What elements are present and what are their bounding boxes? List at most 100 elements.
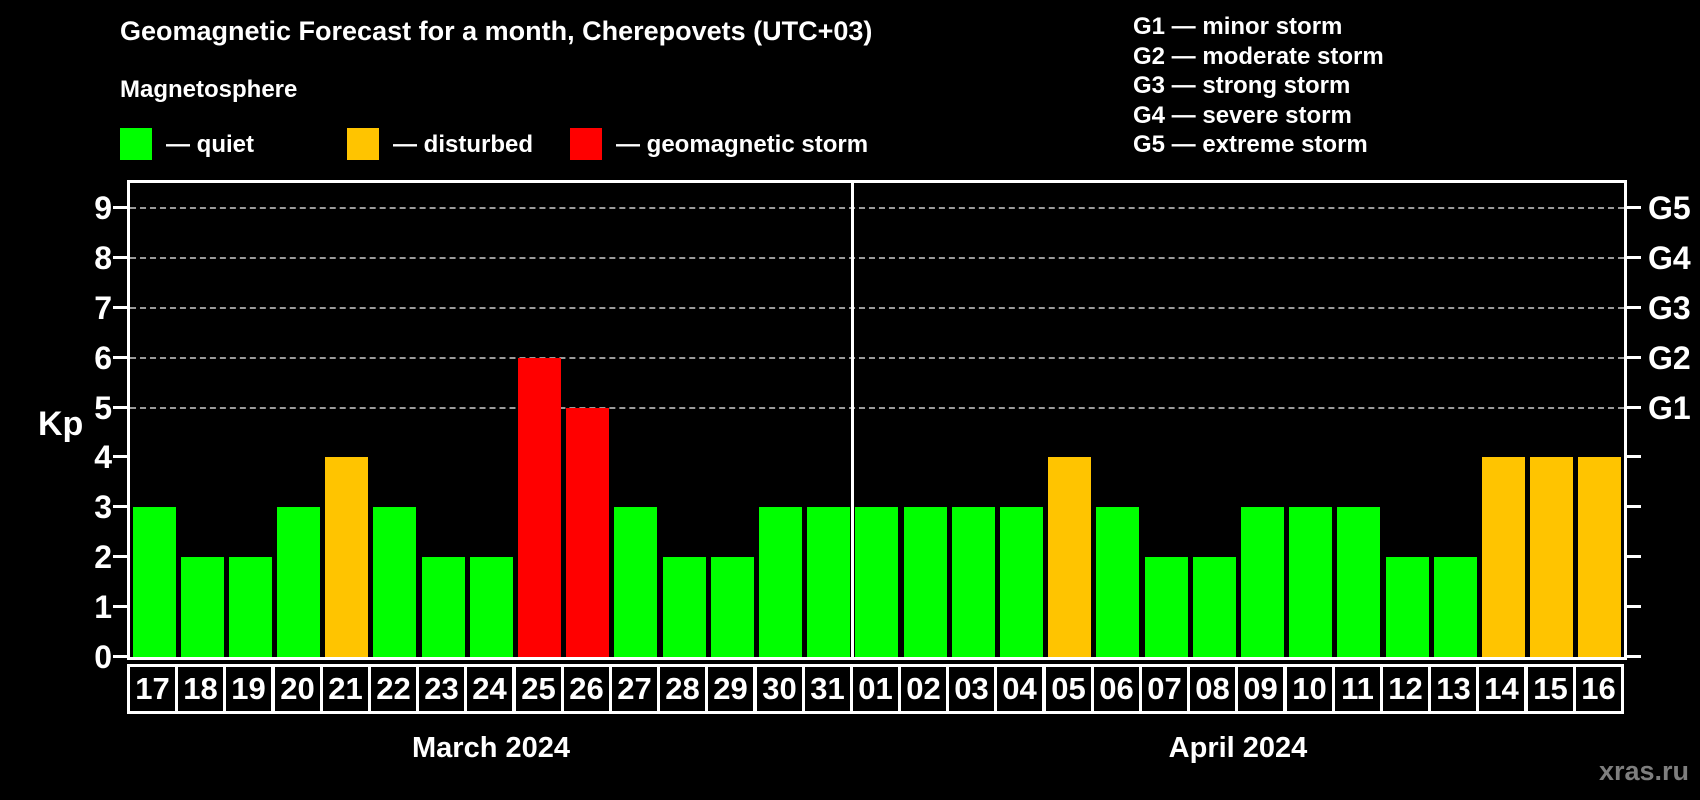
day-label: 23	[416, 664, 467, 714]
g-scale-legend-item: G4 — severe storm	[1133, 101, 1352, 129]
y-tick-label: 9	[94, 190, 112, 226]
y-axis-tick	[113, 555, 127, 558]
day-label: 16	[1573, 664, 1624, 714]
kp-bar	[1386, 557, 1429, 657]
right-axis-tick	[1627, 655, 1641, 658]
kp-bar	[1530, 457, 1573, 657]
kp-bar	[1096, 507, 1139, 657]
kp-bar	[952, 507, 995, 657]
kp-bar	[1000, 507, 1043, 657]
y-axis-tick	[113, 455, 127, 458]
gridline-kp9	[130, 207, 1624, 209]
day-label: 03	[946, 664, 997, 714]
g-scale-legend: G1 — minor storm G2 — moderate storm G3 …	[1133, 12, 1384, 160]
day-label: 07	[1139, 664, 1190, 714]
watermark: xras.ru	[1598, 756, 1689, 786]
plot-area	[127, 180, 1627, 660]
y-axis-tick	[113, 206, 127, 209]
y-tick-label: 2	[94, 539, 112, 575]
kp-bar	[133, 507, 176, 657]
right-axis-tick	[1627, 206, 1641, 209]
quiet-legend-label: — quiet	[166, 131, 254, 158]
right-axis-tick	[1627, 555, 1641, 558]
day-label: 20	[272, 664, 323, 714]
kp-bar	[663, 557, 706, 657]
kp-bar	[229, 557, 272, 657]
y-tick-label: 7	[94, 290, 112, 326]
g-scale-legend-item: G3 — strong storm	[1133, 72, 1351, 99]
y-axis-tick	[113, 356, 127, 359]
y-axis-title: Kp	[38, 405, 84, 443]
y-axis-tick	[113, 655, 127, 658]
day-label: 26	[561, 664, 612, 714]
storm-legend-label: — geomagnetic storm	[616, 131, 869, 158]
day-label: 17	[127, 664, 178, 714]
y-tick-label: 3	[94, 489, 112, 525]
gridline-kp8	[130, 257, 1624, 259]
y-tick-label: 6	[94, 340, 112, 376]
day-label: 27	[609, 664, 660, 714]
g-scale-legend-item: G2 — moderate storm	[1133, 42, 1384, 70]
y-axis-tick	[113, 605, 127, 608]
right-axis-tick	[1627, 256, 1641, 259]
kp-bar	[759, 507, 802, 657]
y-tick-label: 4	[94, 439, 112, 475]
right-axis-tick	[1627, 605, 1641, 608]
day-label: 21	[320, 664, 371, 714]
gridline-kp7	[130, 307, 1624, 309]
day-label: 04	[994, 664, 1045, 714]
kp-bar	[1289, 507, 1332, 657]
kp-bar	[277, 507, 320, 657]
kp-bar	[711, 557, 754, 657]
day-label: 30	[754, 664, 805, 714]
day-label: 19	[223, 664, 274, 714]
g-level-label: G4	[1648, 240, 1691, 276]
kp-bar	[855, 507, 898, 657]
day-label: 08	[1187, 664, 1238, 714]
day-label: 13	[1428, 664, 1479, 714]
g-level-label: G2	[1648, 340, 1691, 376]
kp-bar	[614, 507, 657, 657]
disturbed-legend-label: — disturbed	[393, 131, 534, 158]
day-label: 11	[1332, 664, 1383, 714]
kp-bar	[904, 507, 947, 657]
day-label: 02	[898, 664, 949, 714]
day-label: 18	[175, 664, 226, 714]
day-label: 31	[802, 664, 853, 714]
g-level-label: G3	[1648, 290, 1691, 326]
kp-bar	[373, 507, 416, 657]
kp-bar	[1241, 507, 1284, 657]
right-axis-tick	[1627, 406, 1641, 409]
day-label: 09	[1235, 664, 1286, 714]
kp-bar	[325, 457, 368, 657]
day-label: 12	[1380, 664, 1431, 714]
right-axis-tick	[1627, 505, 1641, 508]
g-level-label: G1	[1648, 390, 1691, 426]
kp-bar	[1193, 557, 1236, 657]
g-level-label: G5	[1648, 190, 1691, 226]
kp-bar	[1434, 557, 1477, 657]
day-label: 06	[1091, 664, 1142, 714]
month-label: March 2024	[412, 732, 570, 764]
right-axis-tick	[1627, 306, 1641, 309]
storm-swatch-icon	[570, 128, 602, 160]
month-label: April 2024	[1168, 732, 1308, 764]
y-tick-label: 8	[94, 240, 112, 276]
kp-bar	[1578, 457, 1621, 657]
right-axis-tick	[1627, 455, 1641, 458]
magnetosphere-label: Magnetosphere	[120, 76, 298, 103]
kp-bar	[181, 557, 224, 657]
y-axis-tick	[113, 406, 127, 409]
gridline-kp6	[130, 357, 1624, 359]
kp-bar	[1482, 457, 1525, 657]
kp-bar	[422, 557, 465, 657]
y-axis-tick	[113, 256, 127, 259]
g-scale-legend-item: G5 — extreme storm	[1133, 131, 1368, 158]
day-label: 10	[1284, 664, 1335, 714]
day-label: 14	[1476, 664, 1527, 714]
right-axis-tick	[1627, 356, 1641, 359]
kp-bar	[1337, 507, 1380, 657]
gridline-kp5	[130, 407, 1624, 409]
kp-bar	[470, 557, 513, 657]
